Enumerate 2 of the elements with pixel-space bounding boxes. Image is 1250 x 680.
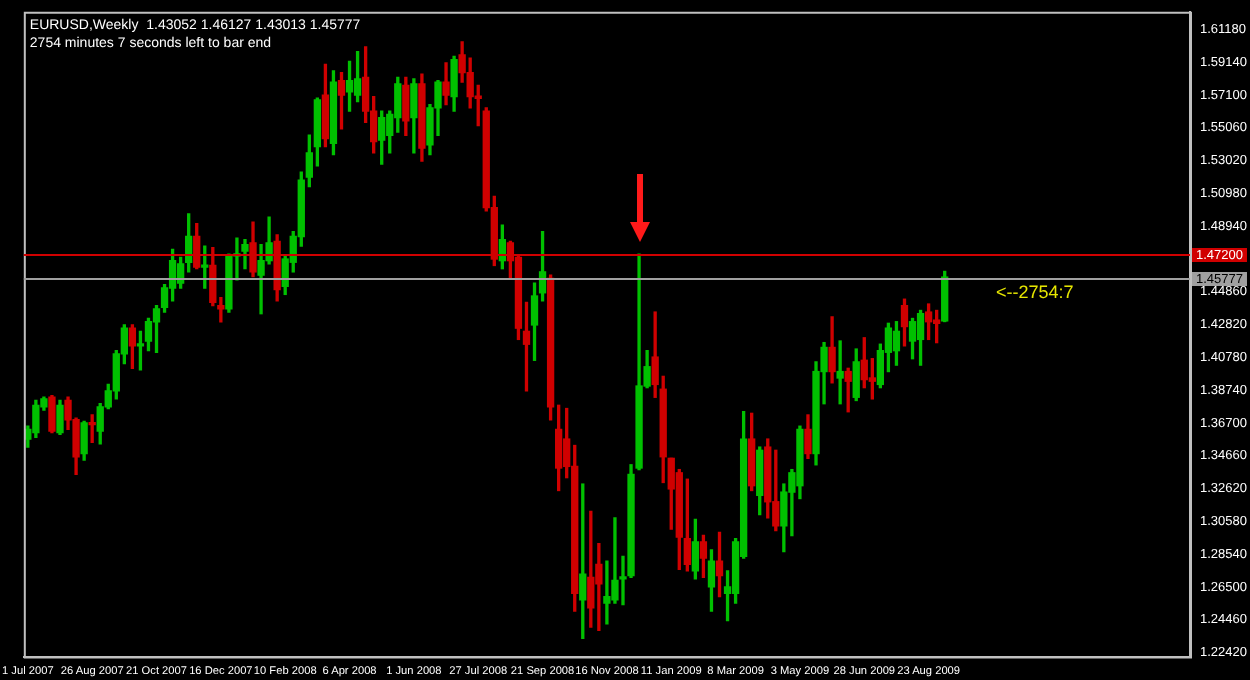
annotation: <--2754:7 [996,282,1074,303]
candlestick [836,340,844,405]
